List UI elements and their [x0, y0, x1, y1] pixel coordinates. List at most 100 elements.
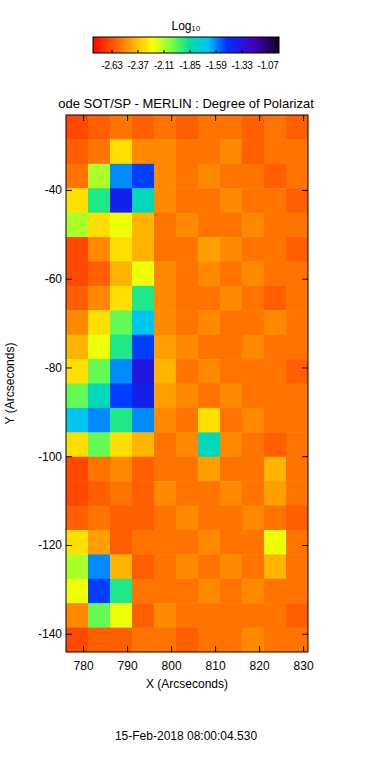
chart: Log₁₀-2.63-2.37-2.11-1.85-1.59-1.33-1.07… [0, 0, 372, 768]
cell [66, 603, 89, 628]
cell [110, 261, 133, 286]
cell [242, 530, 265, 555]
cell [286, 530, 308, 555]
cell [88, 432, 111, 457]
cell [176, 481, 199, 506]
cell [154, 237, 177, 262]
cell [154, 310, 177, 335]
cell [286, 554, 308, 579]
y-tick [302, 545, 308, 546]
cell [154, 506, 177, 531]
cell [198, 579, 221, 604]
cell [110, 628, 133, 652]
cell [198, 530, 221, 555]
x-tick [259, 115, 260, 121]
cell [66, 628, 89, 652]
cell [66, 432, 89, 457]
cell [220, 359, 243, 384]
cell [154, 530, 177, 555]
y-tick [302, 190, 308, 191]
cell [88, 628, 111, 652]
cell [220, 115, 243, 140]
cell [198, 432, 221, 457]
cell [220, 408, 243, 433]
cell [220, 384, 243, 409]
cell [110, 554, 133, 579]
x-tick-label: 820 [250, 659, 270, 673]
cell [132, 603, 155, 628]
colorbar-tick-label: -1.33 [232, 60, 254, 71]
cell [286, 237, 308, 262]
cell [220, 554, 243, 579]
cell [66, 261, 89, 286]
y-tick-label: -140 [38, 627, 62, 641]
x-tick [127, 646, 128, 652]
cell [264, 603, 287, 628]
cell [66, 237, 89, 262]
cell [88, 139, 111, 164]
cell [264, 457, 287, 482]
cell [220, 164, 243, 189]
cell [154, 335, 177, 360]
x-tick-label: 830 [294, 659, 314, 673]
cell [132, 359, 155, 384]
y-tick [302, 279, 308, 280]
y-tick-label: -80 [45, 361, 63, 375]
cell [286, 628, 308, 652]
cell [220, 335, 243, 360]
x-tick [171, 646, 172, 652]
cell [220, 530, 243, 555]
colorbar-tick [242, 50, 243, 53]
cell [88, 530, 111, 555]
cell [242, 237, 265, 262]
cell [264, 530, 287, 555]
cell [176, 506, 199, 531]
x-tick-label: 810 [206, 659, 226, 673]
cell [132, 628, 155, 652]
cell [132, 310, 155, 335]
y-tick [66, 367, 72, 368]
cell [264, 286, 287, 311]
cell [264, 310, 287, 335]
cell [242, 432, 265, 457]
cell [286, 310, 308, 335]
cell [286, 335, 308, 360]
cell [264, 213, 287, 238]
cell [132, 408, 155, 433]
cell [132, 335, 155, 360]
cell [286, 188, 308, 213]
cell [198, 286, 221, 311]
cell [66, 164, 89, 189]
cell [154, 603, 177, 628]
cell [154, 164, 177, 189]
cell [198, 115, 221, 140]
cell [154, 359, 177, 384]
cell [198, 261, 221, 286]
x-tick [303, 115, 304, 121]
cell [198, 188, 221, 213]
cell [154, 481, 177, 506]
cell [110, 579, 133, 604]
cell [176, 384, 199, 409]
cell [176, 213, 199, 238]
cell [220, 237, 243, 262]
cell [242, 579, 265, 604]
title: ode SOT/SP - MERLIN : Degree of Polariza… [58, 96, 314, 111]
cell [286, 408, 308, 433]
cell [66, 335, 89, 360]
cell [242, 628, 265, 652]
cell [220, 213, 243, 238]
cell [264, 261, 287, 286]
cell [88, 237, 111, 262]
cell [110, 603, 133, 628]
cell [220, 457, 243, 482]
cell [154, 457, 177, 482]
cell [154, 261, 177, 286]
cell [198, 139, 221, 164]
cell [66, 408, 89, 433]
cell [66, 139, 89, 164]
x-tick [259, 646, 260, 652]
cell [110, 481, 133, 506]
cell [66, 115, 89, 140]
cell [88, 603, 111, 628]
